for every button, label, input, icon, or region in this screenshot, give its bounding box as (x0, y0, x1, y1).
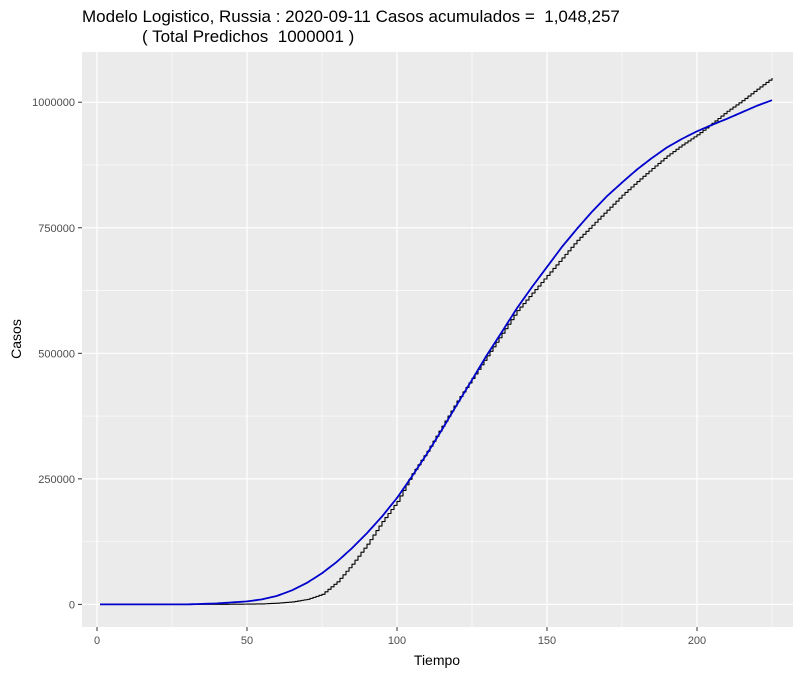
x-tick-label: 100 (388, 635, 406, 647)
x-tick-label: 50 (241, 635, 253, 647)
series-layer (100, 77, 773, 606)
grid-minor (82, 52, 793, 627)
axis-labels: 0 50 100 150 200 0 250000 500000 750000 1000000 (32, 97, 706, 647)
y-tick-label: 1000000 (32, 97, 75, 109)
y-axis-title: Casos (8, 319, 24, 359)
y-tick-label: 500000 (38, 348, 75, 360)
y-tick-label: 750000 (38, 223, 75, 235)
x-axis-title: Tiempo (414, 652, 460, 668)
x-tick-label: 150 (538, 635, 556, 647)
x-tick-label: 0 (94, 635, 100, 647)
axis-ticks (78, 101, 698, 631)
series-modelo-logistico (100, 99, 773, 606)
chart-subtitle: ( Total Predichos 1000001 ) (82, 27, 354, 47)
y-tick-label: 250000 (38, 474, 75, 486)
series-casos-acumulados (100, 77, 773, 605)
y-tick-label: 0 (69, 599, 75, 611)
x-tick-label: 200 (688, 635, 706, 647)
plot-panel (82, 52, 793, 627)
chart-title: Modelo Logistico, Russia : 2020-09-11 Ca… (82, 7, 620, 26)
chart-subtitle-text: ( Total Predichos 1000001 ) (142, 27, 355, 46)
